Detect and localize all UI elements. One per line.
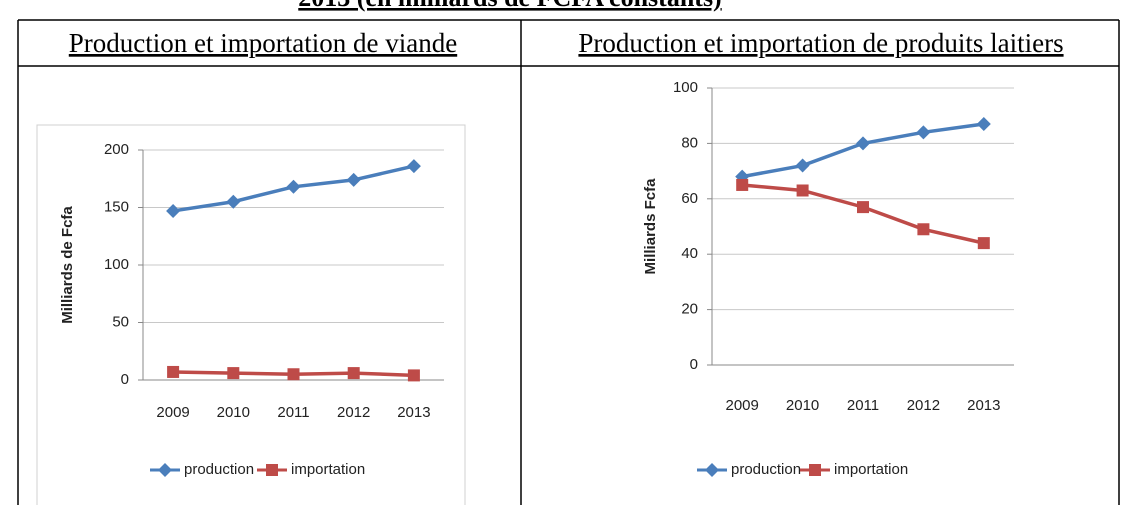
marker: [227, 367, 240, 380]
x-tick-label: 2009: [726, 397, 759, 414]
document-title: 2013 (en milliards de FCFA constants): [298, 0, 721, 12]
marker: [977, 237, 990, 250]
marker: [406, 159, 421, 174]
x-tick-label: 2010: [786, 397, 819, 414]
chart-frame: [36, 124, 466, 505]
legend-label: importation: [291, 461, 365, 478]
y-tick-label: 150: [104, 198, 129, 215]
marker: [287, 368, 300, 381]
marker: [346, 172, 361, 187]
column-header: Production et importation de viande: [69, 28, 457, 58]
marker: [166, 203, 181, 218]
legend-label: importation: [834, 461, 908, 478]
x-tick-label: 2011: [277, 404, 309, 421]
y-tick-label: 60: [681, 190, 698, 207]
y-tick-label: 200: [104, 141, 129, 158]
y-tick-label: 20: [681, 301, 698, 318]
y-axis-label: Milliards de Fcfa: [59, 206, 76, 324]
marker: [286, 179, 301, 194]
y-tick-label: 50: [112, 313, 129, 330]
y-tick-label: 80: [681, 134, 698, 151]
marker: [705, 463, 719, 477]
marker: [976, 117, 991, 132]
marker: [809, 464, 821, 476]
y-axis-label: Milliards Fcfa: [642, 178, 659, 275]
marker: [347, 367, 360, 380]
y-tick-label: 100: [104, 256, 129, 273]
x-tick-label: 2011: [847, 397, 879, 414]
series-line: [742, 183, 985, 245]
marker: [266, 464, 278, 476]
column-header: Production et importation de produits la…: [578, 28, 1063, 58]
legend-label: production: [184, 461, 254, 478]
marker: [407, 369, 420, 382]
x-tick-label: 2009: [156, 404, 189, 421]
marker: [916, 125, 931, 140]
y-tick-label: 0: [121, 371, 129, 388]
marker: [857, 201, 869, 214]
y-tick-label: 0: [690, 356, 698, 373]
table-frame: [17, 19, 1120, 505]
x-tick-label: 2010: [217, 404, 250, 421]
x-tick-label: 2013: [397, 404, 430, 421]
y-tick-label: 40: [681, 245, 698, 262]
x-tick-label: 2012: [907, 397, 940, 414]
marker: [795, 158, 810, 173]
marker: [917, 223, 930, 236]
x-tick-label: 2012: [337, 404, 370, 421]
marker: [167, 365, 180, 378]
marker: [856, 136, 870, 151]
legend-label: production: [731, 461, 801, 478]
marker: [796, 184, 809, 197]
marker: [736, 178, 749, 191]
x-tick-label: 2013: [967, 397, 1000, 414]
y-tick-label: 100: [673, 79, 698, 96]
marker: [226, 194, 241, 209]
marker: [158, 463, 172, 477]
